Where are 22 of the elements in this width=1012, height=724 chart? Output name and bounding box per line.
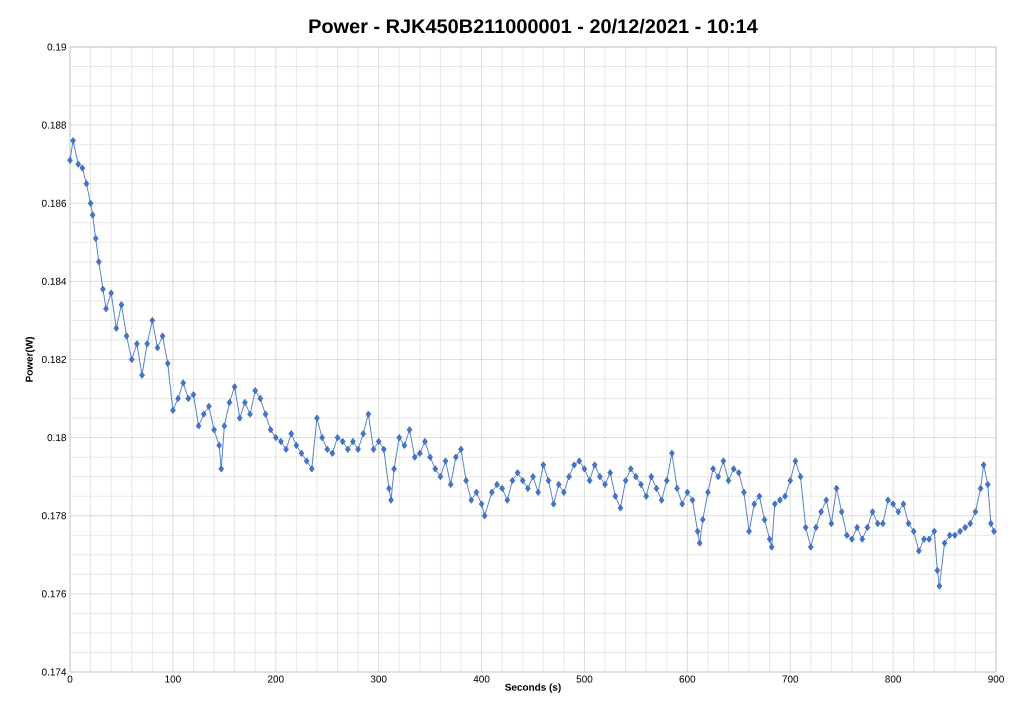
x-tick-label: 400 [473, 675, 490, 683]
x-tick-label: 300 [370, 675, 387, 683]
x-tick-label: 200 [267, 675, 284, 683]
x-tick-label: 700 [782, 675, 799, 683]
x-tick-label: 800 [885, 675, 902, 683]
y-tick-label: 0.18 [47, 434, 67, 442]
x-tick-label: 900 [988, 675, 1004, 683]
y-tick-label: 0.186 [41, 199, 67, 207]
x-axis-title: Seconds (s) [505, 683, 561, 693]
x-tick-label: 0 [67, 675, 73, 683]
x-tick-label: 100 [165, 675, 181, 683]
y-axis-title: Power(W) [25, 337, 35, 382]
y-tick-label: 0.178 [41, 512, 67, 520]
y-tick-label: 0.174 [41, 668, 67, 676]
y-tick-label: 0.184 [41, 277, 67, 285]
x-tick-label: 600 [679, 675, 696, 683]
y-tick-label: 0.188 [41, 121, 67, 129]
y-tick-label: 0.176 [41, 590, 67, 598]
y-tick-label: 0.19 [47, 43, 67, 51]
x-tick-label: 500 [576, 675, 593, 683]
y-tick-label: 0.182 [41, 355, 66, 364]
chart-title: Power - RJK450B211000001 - 20/12/2021 - 10:14 [309, 18, 758, 34]
